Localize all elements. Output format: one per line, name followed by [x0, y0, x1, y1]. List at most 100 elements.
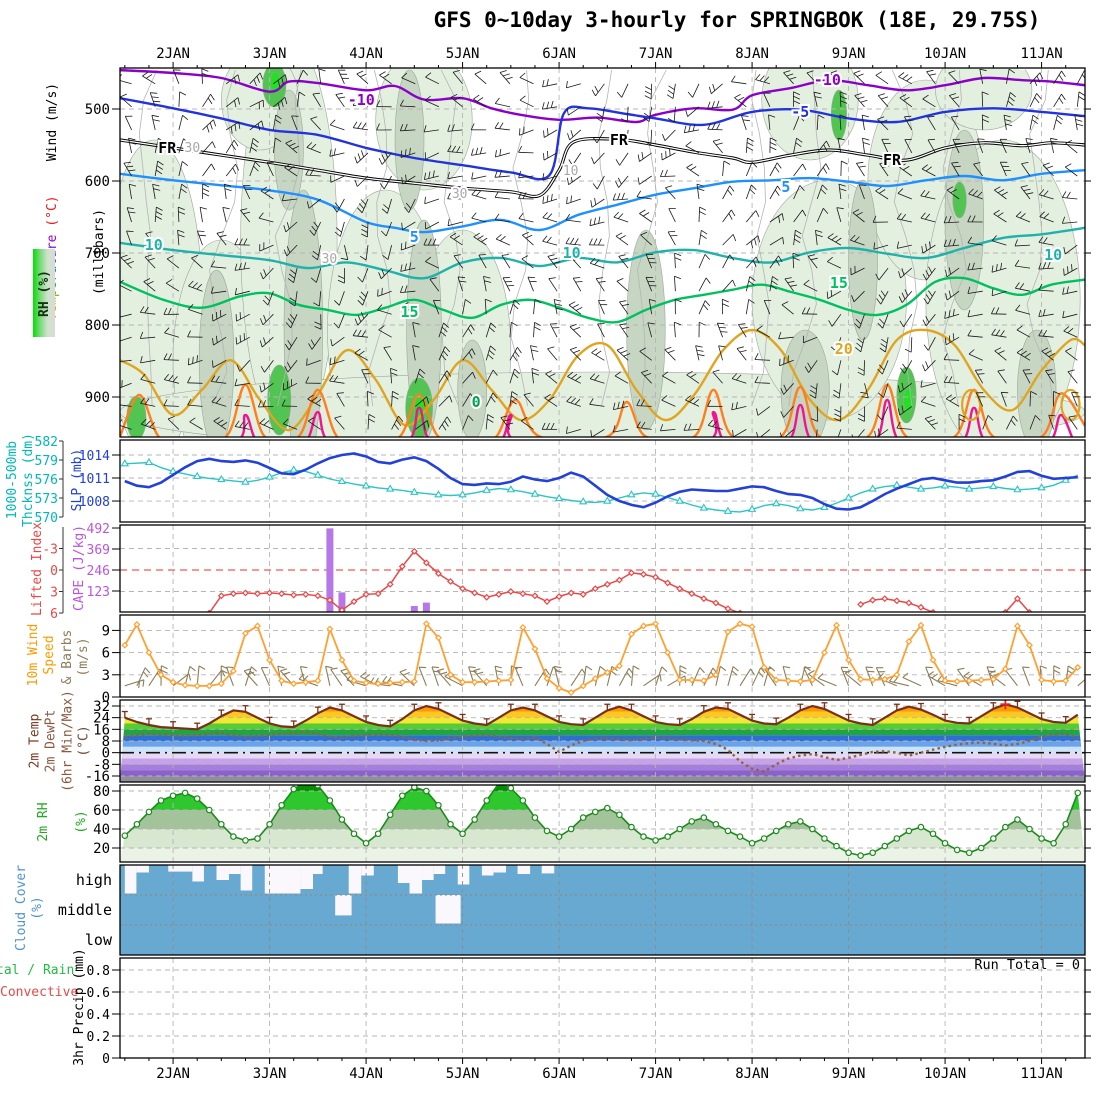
- cloud-gap-high: [397, 865, 410, 883]
- temp-tick: 24: [93, 711, 110, 727]
- rh-contour-label: 30: [1019, 57, 1035, 72]
- contour-label--10: -10: [814, 71, 841, 89]
- contour-label-10: 10: [145, 236, 163, 254]
- cloud-gap-high: [229, 865, 241, 874]
- pressure-tick: 900: [85, 390, 110, 406]
- day-label-bottom: 9JAN: [832, 1066, 866, 1082]
- rh2m-axis-label: 2m RH: [35, 802, 51, 842]
- cloud-gap-high: [517, 865, 531, 874]
- cape-axis-label: CAPE (J/kg): [71, 524, 87, 612]
- slp-tick: 1014: [79, 449, 110, 464]
- rh-contour-label: 30: [322, 252, 338, 267]
- day-label-bottom: 8JAN: [735, 1066, 769, 1082]
- contour-label-5: 5: [410, 228, 419, 246]
- day-label-bottom: 7JAN: [639, 1066, 673, 1082]
- cloud-gap-high: [136, 865, 149, 873]
- grid: [120, 615, 1085, 697]
- day-label-top: 2JAN: [156, 46, 190, 62]
- day-label-top: 4JAN: [349, 46, 383, 62]
- contour-label-FR: FR: [610, 131, 629, 149]
- contour-label-15: 15: [830, 274, 848, 292]
- day-label-top: 3JAN: [253, 46, 287, 62]
- cloud-gap-high: [422, 865, 434, 880]
- day-label-bottom: 3JAN: [253, 1066, 287, 1082]
- rh-tick: 40: [93, 822, 110, 838]
- slp-axis-label: SLP (mb): [69, 448, 85, 512]
- slp-tick: 1008: [79, 495, 110, 510]
- grid: [120, 958, 1085, 1058]
- contour-label-5: 5: [781, 178, 790, 196]
- cloud-gap-high: [541, 865, 555, 874]
- millibars-axis-label: (millibars): [91, 208, 107, 296]
- cloud-gap-high: [300, 865, 313, 889]
- cloud-gap-high: [348, 865, 362, 894]
- slp-thickness-panel: [120, 440, 1085, 522]
- cloud-gap-high: [433, 865, 446, 874]
- precip-tick: 0.4: [87, 1008, 111, 1023]
- cloud-panel: [120, 865, 1085, 955]
- cape-tick: 492: [87, 522, 110, 537]
- temperature-letter: e: [44, 234, 60, 243]
- li-tick: 3: [50, 586, 58, 601]
- cloud-gap-high: [124, 865, 137, 894]
- rh-contour-label: 30: [452, 187, 468, 202]
- rh-bands: [120, 785, 1085, 862]
- cape-tick: 123: [87, 585, 110, 600]
- contour-label-15: 15: [400, 303, 418, 321]
- convective-label: Convective: [0, 985, 79, 1000]
- cloud-row-label-middle: middle: [58, 901, 112, 919]
- thickness-tick: 579: [35, 454, 58, 469]
- cape-tick: 246: [87, 564, 110, 579]
- frame7: [119, 864, 1086, 956]
- temp2m-axis-label: 2m Temp 2m DewPt (6hr Min/Max) (°C): [27, 690, 92, 792]
- rh-contour-label: 30: [185, 141, 201, 156]
- rh-axis-label: RH (%): [36, 269, 52, 317]
- wind-barbs: [120, 68, 1085, 437]
- cape-bar: [326, 528, 334, 612]
- contour-label-10: 10: [563, 244, 581, 262]
- wind-tick: 6: [102, 646, 110, 662]
- day-label-top: 7JAN: [639, 46, 673, 62]
- contour--10: [120, 68, 1085, 124]
- contour-20: [120, 328, 1085, 432]
- contour-label--5: -5: [791, 103, 809, 121]
- precip-tick: 0.8: [87, 964, 110, 979]
- temp-tick: 32: [93, 699, 110, 715]
- cloud-gap-high: [264, 865, 301, 894]
- thickness-tick: 570: [35, 511, 58, 526]
- thickness-tick: 576: [35, 473, 58, 488]
- grid: [120, 700, 1085, 782]
- cape-bar: [410, 606, 418, 612]
- rh-tick: 80: [93, 784, 110, 800]
- contours: [120, 68, 1085, 437]
- wind-tick: 3: [102, 668, 110, 684]
- total-rain-label: tal / Rain: [0, 963, 75, 978]
- frame4: [119, 614, 1086, 698]
- frame6: [119, 784, 1086, 863]
- pressure-tick: 800: [85, 318, 110, 334]
- li-tick: -3: [42, 542, 58, 557]
- li-cape-panel: [120, 525, 1085, 612]
- contour-30: [239, 398, 1074, 437]
- thickness-tick: 573: [35, 492, 58, 507]
- rh-legend-chip: RH (%): [33, 249, 55, 337]
- day-label-top: 10JAN: [924, 46, 966, 62]
- wind10m-axis-label: 10m Wind Speed: [25, 623, 57, 687]
- wind-tick: 0: [102, 690, 110, 706]
- frame2: [119, 439, 1086, 523]
- contour-label-FR: FR: [883, 151, 902, 169]
- wind-axis-label: Wind (m/s): [44, 82, 60, 162]
- day-label-bottom: 5JAN: [446, 1066, 480, 1082]
- upper-air-panel: 30 30 30 10 30 -10 -10 -5 FR FR FR 5 5 10 10 10 15 15 20 0: [120, 57, 1085, 437]
- wind10m-panel: [120, 615, 1085, 697]
- cloud-gap-middle: [435, 895, 461, 924]
- axes: 2JAN 2JAN 3JAN 3JAN 4JAN 4JAN 5JAN 5JAN 6JAN 6JAN…: [35, 46, 1091, 1082]
- thickness-axis-label: 1000-500mb Thcknss (dm): [4, 433, 36, 527]
- frame8: [119, 957, 1086, 1059]
- cape-bar: [422, 602, 430, 612]
- day-label-bottom: 2JAN: [156, 1066, 190, 1082]
- thickness-tick: 582: [35, 435, 58, 450]
- precip-axis-label: 3hr Precip (mm): [71, 948, 87, 1066]
- day-label-bottom: 6JAN: [542, 1066, 576, 1082]
